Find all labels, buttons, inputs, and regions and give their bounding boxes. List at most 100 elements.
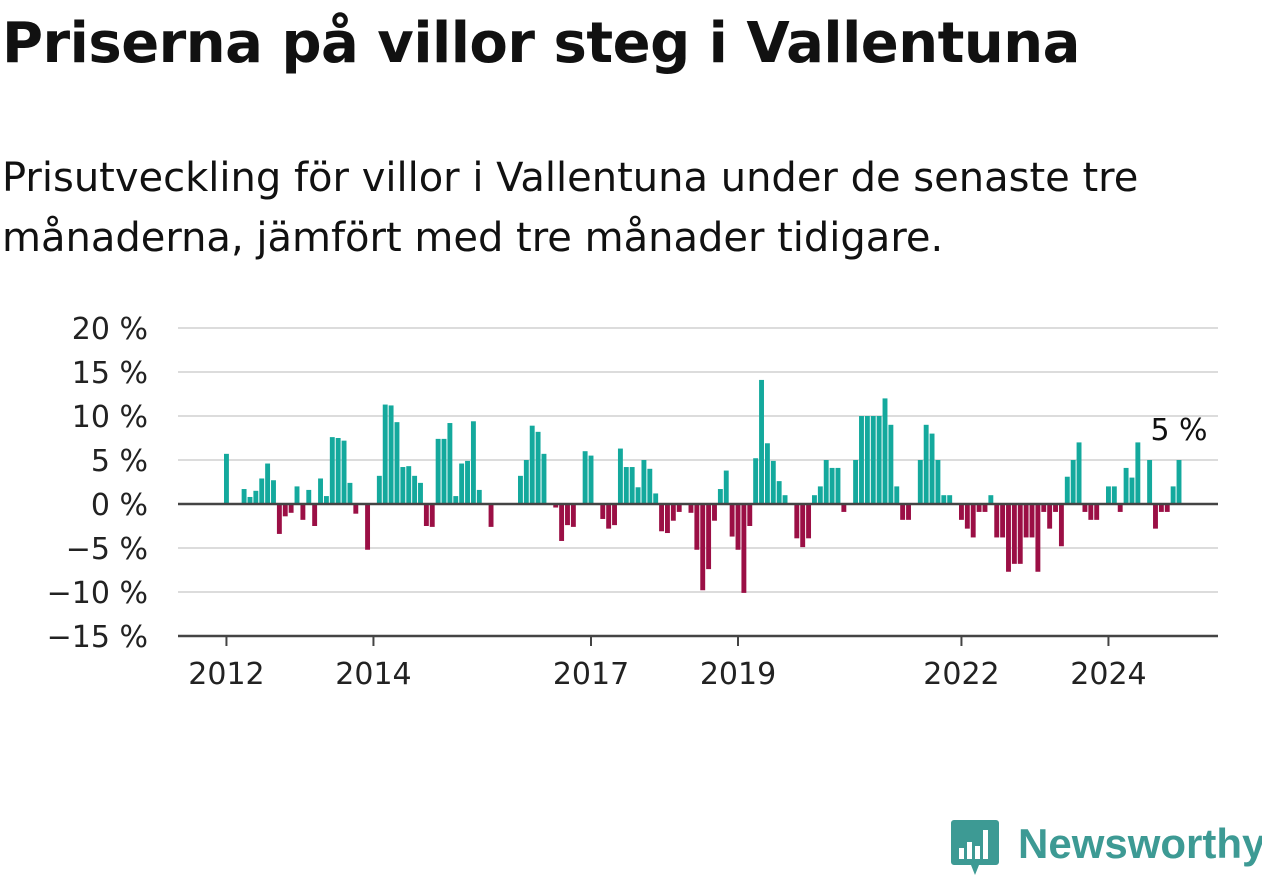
bar — [659, 504, 665, 532]
bar — [265, 463, 271, 504]
bar — [1064, 476, 1070, 504]
bar — [917, 460, 923, 504]
bar — [629, 467, 635, 504]
bar — [312, 504, 318, 526]
y-tick-label: 15 % — [72, 356, 148, 391]
bar — [782, 495, 788, 504]
bar — [882, 398, 888, 504]
bar — [1123, 467, 1129, 504]
bar — [276, 504, 282, 534]
bar-chart: 20 %15 %10 %5 %0 %−5 %−10 %−15 % 2012 201… — [47, 312, 1218, 692]
bar — [712, 504, 717, 521]
bar — [470, 421, 476, 504]
bar — [753, 458, 759, 504]
bar — [770, 460, 776, 504]
bar — [812, 495, 817, 504]
bar — [247, 496, 253, 504]
bar — [876, 416, 882, 504]
bar — [906, 504, 911, 520]
bar — [1041, 504, 1047, 512]
chart-subtitle: Prisutveckling för villor i Vallentuna u… — [2, 155, 1139, 261]
bar — [476, 489, 482, 504]
bar — [853, 460, 859, 504]
bar — [823, 460, 829, 504]
bar — [1011, 504, 1017, 564]
bar — [1006, 504, 1011, 572]
bar — [1111, 486, 1117, 504]
y-axis-labels: 20 % 15 % 10 % 5 % 0 % −5 % −10 % −15 % — [47, 312, 148, 655]
bar — [641, 460, 647, 504]
bar — [535, 431, 541, 504]
bar — [1158, 504, 1164, 512]
bar — [1147, 460, 1153, 504]
bar — [406, 466, 412, 504]
bar — [676, 504, 682, 512]
bar — [1023, 504, 1029, 538]
bar — [947, 495, 953, 504]
bar — [665, 504, 670, 534]
bar — [224, 453, 229, 504]
brand-logo: Newsworthy — [950, 818, 1262, 880]
x-tick-label: 2022 — [923, 657, 999, 692]
x-tick-label: 2019 — [700, 657, 776, 692]
bar — [717, 489, 723, 504]
bar — [700, 504, 706, 591]
bar — [994, 504, 1000, 538]
bar — [253, 490, 259, 504]
last-value-label: 5 % — [1150, 413, 1207, 448]
y-tick-label: −10 % — [47, 576, 148, 611]
bar — [1170, 486, 1176, 504]
bar — [817, 486, 823, 504]
bar — [1153, 504, 1158, 529]
bar — [488, 504, 494, 527]
bar — [923, 424, 929, 504]
bar — [764, 443, 770, 504]
bar — [418, 482, 423, 504]
x-tick-label: 2024 — [1070, 657, 1146, 692]
bar — [570, 504, 576, 527]
bar — [988, 495, 994, 504]
bar — [1047, 504, 1053, 529]
bar — [1035, 504, 1041, 572]
bar — [859, 416, 864, 504]
bar — [259, 478, 265, 504]
bar — [870, 416, 876, 504]
bar — [653, 493, 659, 504]
bar — [694, 504, 700, 550]
bar — [376, 475, 382, 504]
bar — [1164, 504, 1170, 512]
y-tick-label: 10 % — [72, 400, 148, 435]
bar — [1088, 504, 1094, 520]
bar — [941, 495, 947, 504]
bar — [617, 448, 623, 504]
bar — [453, 496, 459, 504]
bar — [341, 440, 347, 504]
bar — [282, 504, 288, 517]
bar — [835, 467, 841, 504]
bar — [400, 467, 406, 504]
bar — [829, 467, 835, 504]
bar — [735, 504, 741, 550]
bar — [935, 460, 941, 504]
bar — [647, 468, 653, 504]
bar — [459, 463, 465, 504]
bar — [800, 504, 806, 548]
x-axis: 2012 2014 2017 2019 2022 2024 — [178, 634, 1218, 692]
bar — [529, 425, 535, 504]
bar — [964, 504, 970, 529]
bar — [271, 480, 276, 504]
x-tick-label: 2014 — [335, 657, 411, 692]
brand-name: Newsworthy — [1018, 820, 1262, 867]
bar — [465, 460, 470, 504]
bar — [241, 489, 247, 504]
bar — [982, 504, 988, 512]
bar — [747, 504, 753, 526]
bar — [759, 379, 764, 504]
bar — [623, 467, 629, 504]
bar — [329, 437, 335, 504]
bar — [447, 423, 453, 504]
bar — [541, 453, 547, 504]
bar — [588, 455, 594, 504]
bar — [300, 504, 306, 520]
bar — [1082, 504, 1088, 512]
